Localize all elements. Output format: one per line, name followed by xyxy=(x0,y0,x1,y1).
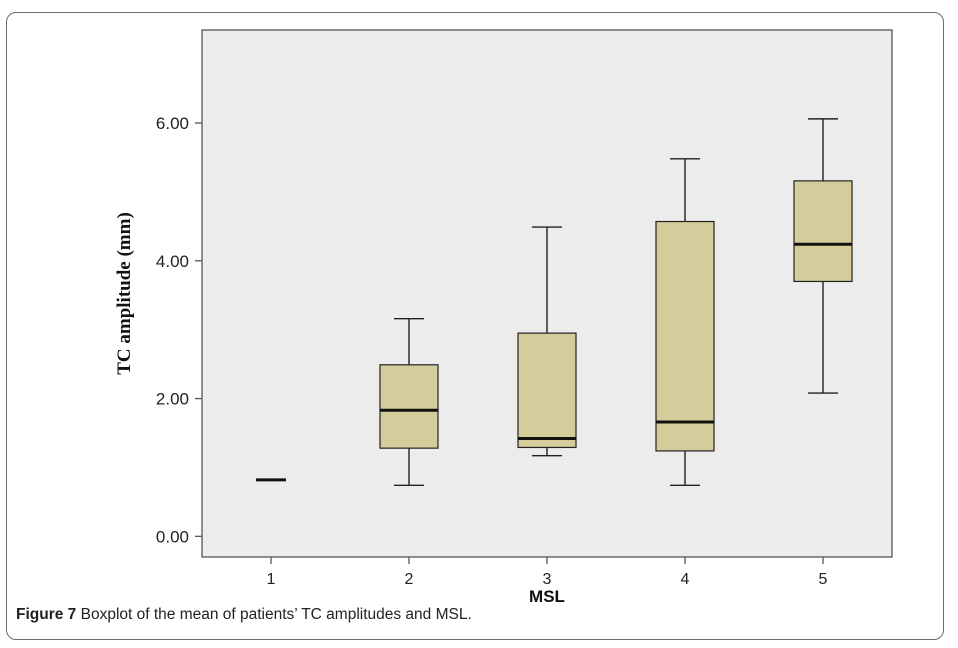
y-axis: 0.00 2.00 4.00 6.00 xyxy=(156,114,202,546)
box-3 xyxy=(517,226,577,457)
x-tick-label: 4 xyxy=(681,571,690,588)
y-tick-label: 2.00 xyxy=(156,390,189,409)
boxes xyxy=(256,118,853,487)
y-tick-label: 4.00 xyxy=(156,252,189,271)
box-iqr xyxy=(655,220,715,452)
x-tick-label: 3 xyxy=(543,571,552,588)
x-tick-label: 1 xyxy=(267,571,276,588)
box-iqr xyxy=(793,180,853,283)
y-tick-label: 6.00 xyxy=(156,114,189,133)
box-5 xyxy=(793,118,853,394)
figure-caption: Figure 7 Boxplot of the mean of patients… xyxy=(16,606,472,624)
figure-label: Figure 7 xyxy=(16,606,77,623)
x-tick-label: 2 xyxy=(405,571,414,588)
x-axis-label: MSL xyxy=(529,587,565,606)
box-2 xyxy=(379,317,439,487)
box-iqr xyxy=(517,332,577,449)
y-axis-label: TC amplitude (mm) xyxy=(114,212,135,375)
box-4 xyxy=(655,158,715,487)
y-tick-label: 0.00 xyxy=(156,527,189,546)
x-axis: 1 2 3 4 5 xyxy=(267,557,828,588)
figure-caption-text: Boxplot of the mean of patients’ TC ampl… xyxy=(80,606,472,623)
box-iqr xyxy=(379,364,439,449)
x-tick-label: 5 xyxy=(819,571,828,588)
